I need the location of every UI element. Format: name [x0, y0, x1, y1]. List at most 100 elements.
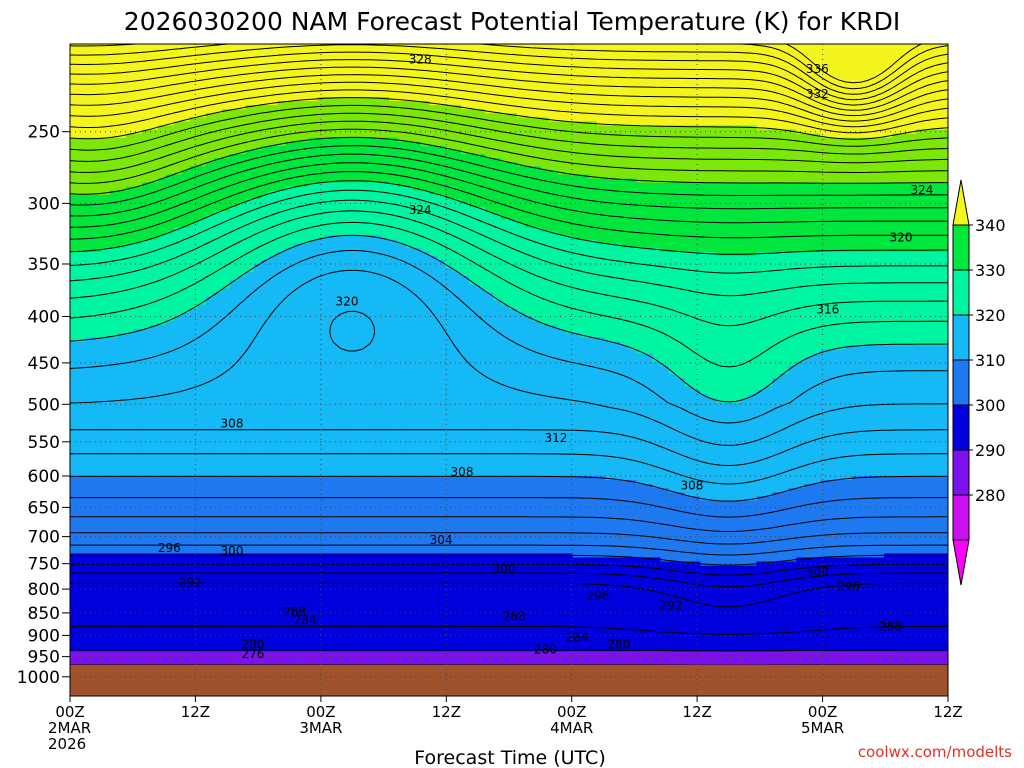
contour-label: 296: [586, 589, 609, 603]
contour-label: 288: [879, 620, 902, 634]
contour-label: 288: [283, 605, 306, 619]
plot-frame: [69, 43, 949, 697]
x-tick-label: 12Z: [181, 703, 210, 721]
contour-label: 296: [158, 541, 181, 555]
contour-label: 324: [910, 183, 933, 197]
x-tick-label: 00Z: [808, 703, 837, 721]
isentrope-308: [70, 563, 948, 576]
isentrope-330: [70, 234, 948, 403]
contour-label: 284: [294, 613, 317, 627]
isentrope-358: [70, 104, 948, 151]
isentrope-370: [70, 59, 948, 111]
colorbar-segment: [952, 449, 970, 496]
y-tick-label: 700: [28, 528, 60, 548]
isentrope-354: [70, 120, 948, 173]
x-tick-label: 2MAR: [48, 719, 91, 737]
colorbar: 340 330 320 310 300 290 280: [952, 179, 1006, 586]
isentrope-334: [70, 210, 948, 327]
contour-label: 308: [221, 417, 244, 431]
y-tick-label: 950: [28, 648, 60, 668]
isentrope-306: [70, 572, 948, 588]
isentrope-362: [70, 89, 948, 134]
colorbar-segment: [952, 359, 970, 406]
isentrope-316: [70, 516, 948, 532]
isentrope-332: [70, 221, 948, 368]
isentrope-326: [70, 269, 948, 446]
isentrope-324: [70, 310, 948, 466]
contour-label: 280: [241, 638, 264, 652]
x-axis-label: Forecast Time (UTC): [414, 747, 605, 768]
isentrope-372: [70, 51, 948, 106]
y-tick-label: 300: [28, 194, 60, 214]
contour-label: 284: [565, 631, 588, 645]
pressure-axis: 2503003504004505005506006507007508008509…: [17, 123, 70, 688]
isentrope-302: [70, 625, 948, 635]
isentrope-348: [70, 145, 948, 206]
colorbar-label: 310: [975, 351, 1006, 370]
y-tick-label: 450: [28, 354, 60, 374]
contour-label: 336: [806, 62, 829, 76]
contour-label: 292: [179, 576, 202, 590]
contour-label: 316: [816, 303, 839, 317]
contour-label: 308: [680, 479, 703, 493]
x-tick-label: 12Z: [933, 703, 962, 721]
isentrope-344: [70, 162, 948, 228]
y-tick-label: 400: [28, 308, 60, 328]
x-tick-label: 12Z: [432, 703, 461, 721]
x-tick-label: 5MAR: [801, 719, 844, 737]
isentrope-376: [70, 44, 948, 95]
credit-text: coolwx.com/modelts: [858, 743, 1012, 761]
contour-label: 332: [806, 87, 829, 101]
plot-area: [70, 44, 948, 696]
isentrope-364: [70, 81, 948, 128]
isentrope-318: [70, 497, 948, 518]
colorbar-label: 340: [975, 216, 1006, 235]
theta-field: [70, 44, 948, 696]
colorbar-max-arrow: [952, 179, 970, 226]
isentrope-340: [70, 180, 948, 255]
contour-label: 304: [430, 533, 453, 547]
isentrope-328: [70, 250, 948, 424]
contour-label: 292: [660, 598, 683, 612]
isentrope-360: [70, 97, 948, 140]
colorbar-label: 290: [975, 441, 1006, 460]
y-tick-label: 850: [28, 604, 60, 624]
isentrope-314: [70, 532, 948, 545]
colorbar-label: 320: [975, 306, 1006, 325]
contour-labels: 328 336 332 324 324 320 320 316 308 312 308 308 304 2…: [158, 52, 934, 661]
isentrope-356: [70, 112, 948, 162]
colorbar-label: 300: [975, 396, 1006, 415]
isentrope-342: [70, 171, 948, 240]
y-tick-label: 250: [28, 123, 60, 143]
grid-lines: [70, 44, 948, 696]
y-tick-label: 350: [28, 255, 60, 275]
isentrope-368: [70, 66, 948, 117]
isentrope-336: [70, 199, 948, 297]
isentrope-322: [70, 453, 948, 485]
x-tick-label: 12Z: [682, 703, 711, 721]
y-tick-label: 900: [28, 626, 60, 646]
colorbar-segment: [952, 314, 970, 361]
x-tick-label: 00Z: [306, 703, 335, 721]
isentrope-338: [70, 189, 948, 274]
contour-label: 288: [503, 610, 526, 624]
chart-title: 2026030200 NAM Forecast Potential Temper…: [124, 7, 900, 36]
x-tick-label: 3MAR: [299, 719, 342, 737]
contour-label: 308: [451, 465, 474, 479]
contour-label: 300: [221, 544, 244, 558]
colorbar-segment: [952, 269, 970, 316]
contour-label: 320: [890, 230, 913, 244]
colorbar-label: 330: [975, 261, 1006, 280]
isentrope-312: [70, 544, 948, 556]
y-tick-label: 600: [28, 467, 60, 487]
x-tick-label: 2026: [48, 735, 86, 753]
ground-below-surface: [70, 664, 948, 696]
x-tick-label: 00Z: [55, 703, 84, 721]
isentrope-366: [70, 74, 948, 122]
contour-label: 300: [806, 565, 829, 579]
colorbar-min-arrow: [952, 539, 970, 586]
isentrope-350: [70, 136, 948, 195]
isentrope-374: [70, 44, 948, 101]
isentrope-346: [70, 153, 948, 217]
